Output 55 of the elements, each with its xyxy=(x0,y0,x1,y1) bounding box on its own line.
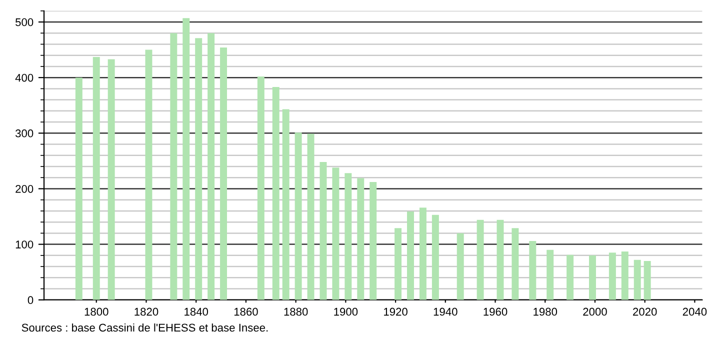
x-tick-label: 1820 xyxy=(134,308,158,316)
bar xyxy=(257,76,264,300)
bar xyxy=(108,59,115,300)
bar xyxy=(170,33,178,300)
bar xyxy=(546,250,554,300)
bar xyxy=(644,260,651,300)
bar xyxy=(307,134,314,300)
y-tick-label: 100 xyxy=(16,240,34,248)
x-tick-label: 1880 xyxy=(284,308,308,316)
bar xyxy=(357,178,364,300)
y-tick-label: 400 xyxy=(15,74,34,82)
bar xyxy=(496,220,504,300)
bar xyxy=(566,254,574,300)
y-tick-label: 300 xyxy=(15,129,34,138)
x-tick-label: 2020 xyxy=(633,308,657,316)
bar xyxy=(529,240,536,300)
bar xyxy=(621,252,628,300)
source-note: Sources : base Cassini de l'EHESS et base Insee. xyxy=(22,323,268,332)
y-tick-label: 0 xyxy=(28,296,34,304)
bar xyxy=(456,233,464,300)
bar xyxy=(195,38,202,300)
x-tick-label: 2000 xyxy=(583,308,607,316)
bar xyxy=(634,260,641,300)
bar xyxy=(220,48,228,300)
bar xyxy=(370,182,377,300)
bar xyxy=(320,162,327,300)
bar xyxy=(272,87,280,300)
bar xyxy=(75,78,82,300)
x-tick-label: 1980 xyxy=(534,308,558,316)
bar xyxy=(208,33,215,300)
x-tick-label: 1940 xyxy=(434,308,458,316)
bar xyxy=(512,228,519,300)
bar xyxy=(608,252,616,300)
x-tick-label: 1860 xyxy=(234,308,258,316)
bar xyxy=(145,50,152,300)
x-tick-label: 1800 xyxy=(84,308,108,316)
bar xyxy=(344,173,352,300)
x-tick-label: 2040 xyxy=(682,308,707,316)
bar xyxy=(394,228,402,300)
bar xyxy=(294,132,302,300)
bar xyxy=(332,168,340,300)
bar xyxy=(182,18,190,300)
bar xyxy=(419,208,426,300)
bar xyxy=(476,220,484,300)
bar xyxy=(407,212,414,300)
bar xyxy=(92,57,100,300)
x-tick-label: 1840 xyxy=(184,308,208,316)
bar xyxy=(432,214,439,300)
y-tick-label: 200 xyxy=(16,184,34,193)
y-tick-label: 500 xyxy=(16,18,34,26)
x-tick-label: 1920 xyxy=(384,308,408,316)
bar xyxy=(589,255,596,300)
x-tick-label: 1900 xyxy=(334,308,358,316)
bar xyxy=(282,109,290,300)
x-tick-label: 1960 xyxy=(484,308,508,316)
